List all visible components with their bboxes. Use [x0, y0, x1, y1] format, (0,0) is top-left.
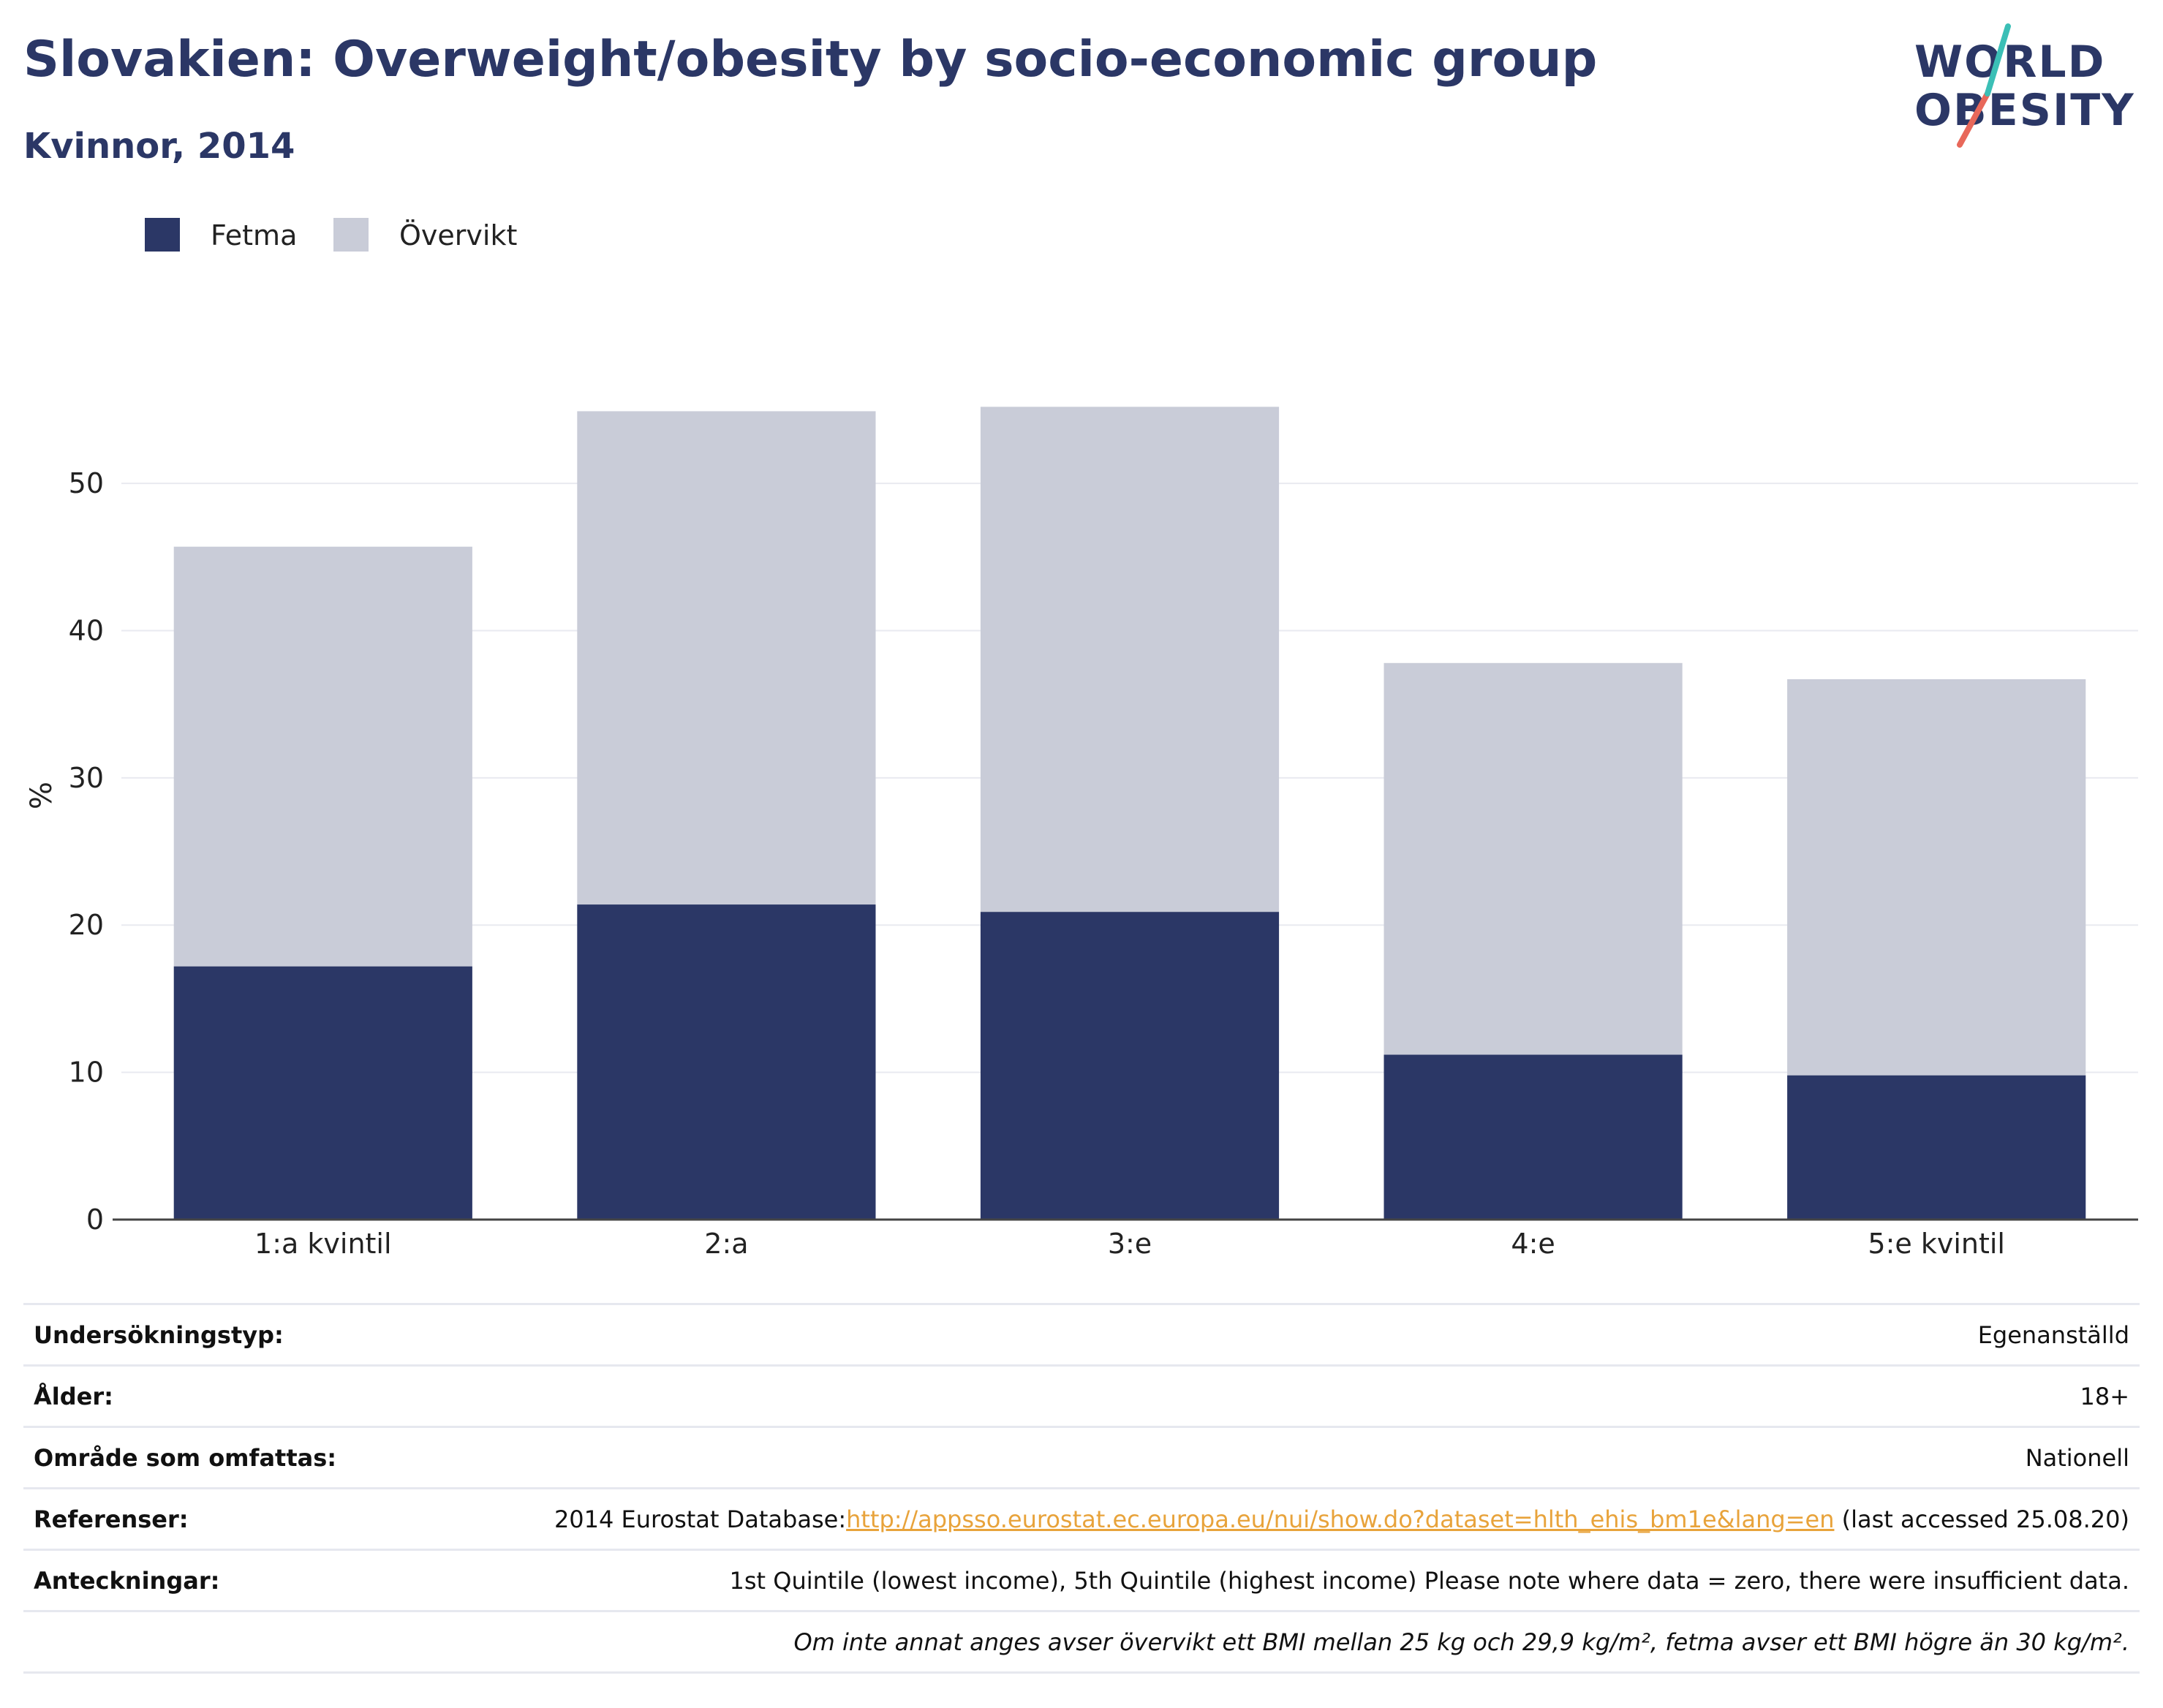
info-key: Anteckningar:	[23, 1549, 424, 1611]
legend-label-fetma: Fetma	[211, 219, 298, 252]
reference-prefix: 2014 Eurostat Database:	[554, 1505, 847, 1533]
info-value: Egenanställd	[424, 1303, 2140, 1366]
legend-swatch-overvikt	[333, 218, 369, 252]
bar-fetma[interactable]	[1787, 1075, 2086, 1220]
info-row-age: Ålder: 18+	[23, 1364, 2140, 1427]
reference-suffix: (last accessed 25.08.20)	[1834, 1505, 2129, 1533]
bar-overvikt[interactable]	[980, 407, 1280, 912]
y-tick-label: 30	[69, 762, 104, 794]
y-axis-label: %	[25, 782, 58, 809]
bar-fetma[interactable]	[980, 912, 1280, 1220]
x-tick-label: 2:a	[704, 1228, 748, 1260]
y-tick-label: 20	[69, 909, 104, 941]
info-row-notes: Anteckningar: 1st Quintile (lowest incom…	[23, 1549, 2140, 1611]
y-tick-label: 10	[69, 1057, 104, 1089]
logo-line-2: OBESITY	[1914, 85, 2135, 136]
logo-line-1: WORLD	[1914, 37, 2106, 88]
info-value: Nationell	[424, 1426, 2140, 1489]
bar-overvikt[interactable]	[1384, 662, 1683, 1055]
stacked-bar-chart: 0 10 20 30 40 50% 1:a kvintil 2:a 3:e 4:e 5:e kvin…	[25, 407, 2138, 1260]
bar-overvikt[interactable]	[173, 546, 472, 967]
bar-fetma[interactable]	[173, 966, 472, 1220]
info-key: Undersökningstyp:	[23, 1303, 424, 1366]
bar-overvikt[interactable]	[1787, 679, 2086, 1076]
info-row-survey-type: Undersökningstyp: Egenanställd	[23, 1303, 2140, 1366]
info-key: Referenser:	[23, 1487, 424, 1550]
y-tick-label: 40	[69, 614, 104, 646]
page-subtitle: Kvinnor, 2014	[23, 126, 295, 167]
y-tick-label: 0	[86, 1203, 104, 1236]
legend-label-overvikt: Övervikt	[399, 219, 518, 252]
info-value: 18+	[424, 1364, 2140, 1427]
x-tick-label: 5:e kvintil	[1868, 1228, 2005, 1260]
bar-fetma[interactable]	[577, 904, 876, 1220]
x-tick-label: 1:a kvintil	[254, 1228, 392, 1260]
legend-swatch-fetma	[145, 218, 180, 252]
info-row-coverage: Område som omfattas: Nationell	[23, 1426, 2140, 1489]
info-value: 1st Quintile (lowest income), 5th Quinti…	[424, 1549, 2140, 1611]
y-tick-label: 50	[69, 467, 104, 499]
page-title: Slovakien: Overweight/obesity by socio-e…	[23, 31, 1598, 88]
info-row-references: Referenser: 2014 Eurostat Database:http:…	[23, 1487, 2140, 1550]
bar-overvikt[interactable]	[577, 411, 876, 905]
info-value: 2014 Eurostat Database:http://appsso.eur…	[424, 1487, 2140, 1550]
info-key: Ålder:	[23, 1364, 424, 1427]
info-table: Undersökningstyp: Egenanställd Ålder: 18…	[23, 1303, 2140, 1674]
logo-slash-icon	[1957, 23, 2011, 148]
bar-fetma[interactable]	[1384, 1054, 1683, 1220]
info-value: Om inte annat anges avser övervikt ett B…	[424, 1610, 2140, 1674]
world-obesity-logo: WORLD OBESITY	[1901, 20, 2143, 152]
reference-link[interactable]: http://appsso.eurostat.ec.europa.eu/nui/…	[846, 1505, 1835, 1533]
x-tick-label: 3:e	[1108, 1228, 1152, 1260]
info-key: Område som omfattas:	[23, 1426, 424, 1489]
info-row-bmi-note: Om inte annat anges avser övervikt ett B…	[23, 1610, 2140, 1674]
info-key	[23, 1610, 424, 1674]
x-tick-label: 4:e	[1511, 1228, 1555, 1260]
